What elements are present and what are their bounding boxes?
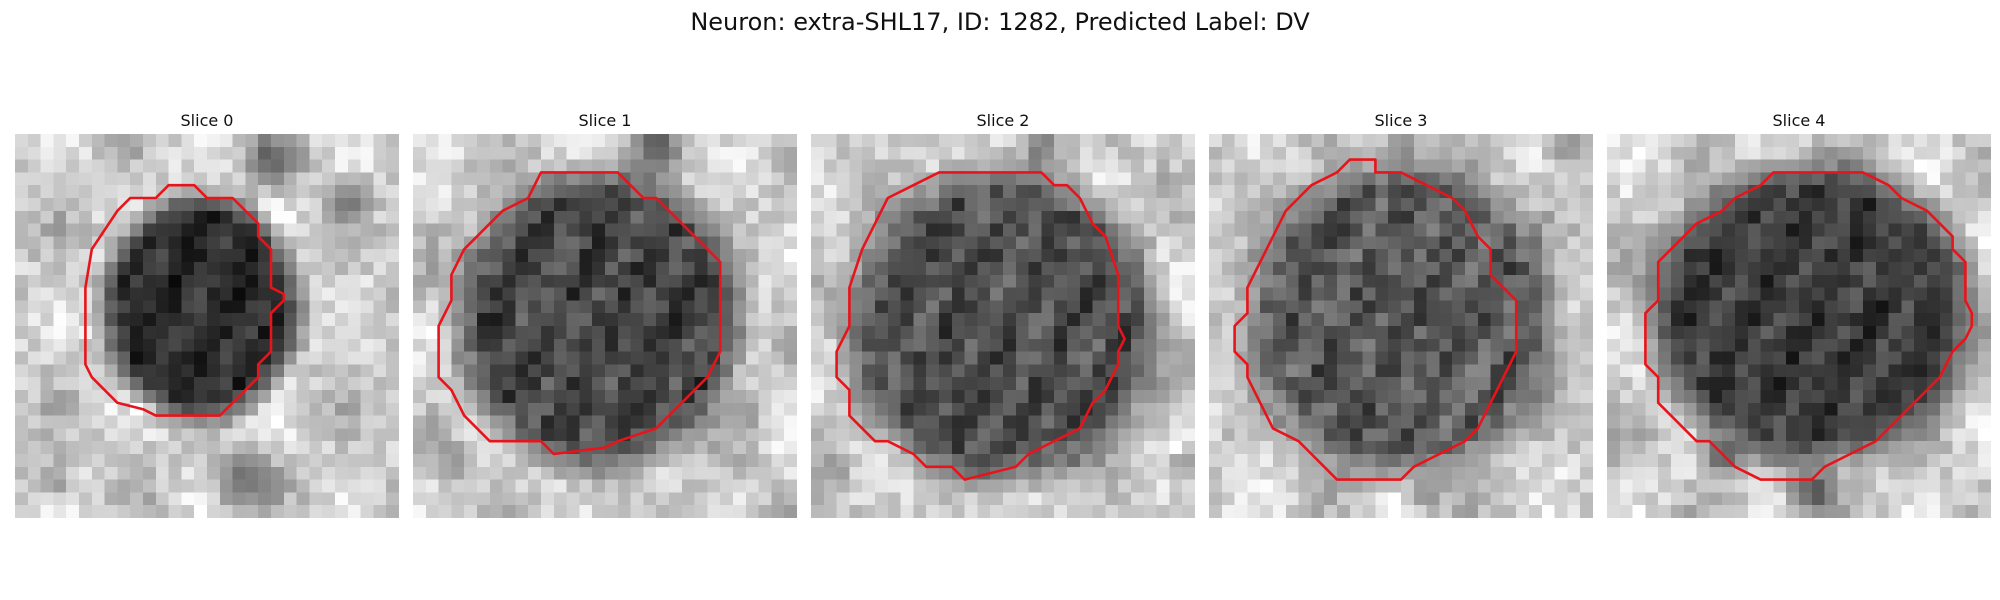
slice-title-4: Slice 4: [1772, 111, 1826, 130]
slice-title-1: Slice 1: [578, 111, 632, 130]
slice-panel-1: Slice 1: [413, 108, 797, 518]
slice-panel-4: Slice 4: [1607, 108, 1991, 518]
slice-panel-2: Slice 2: [811, 108, 1195, 518]
slice-image-4: [1607, 134, 1991, 518]
slice-image-1: [413, 134, 797, 518]
slice-image-3: [1209, 134, 1593, 518]
figure-title: Neuron: extra-SHL17, ID: 1282, Predicted…: [690, 8, 1310, 36]
slice-title-3: Slice 3: [1374, 111, 1428, 130]
slice-image-0: [15, 134, 399, 518]
slice-title-0: Slice 0: [180, 111, 234, 130]
slice-panel-3: Slice 3: [1209, 108, 1593, 518]
slice-title-2: Slice 2: [976, 111, 1030, 130]
slice-panel-0: Slice 0: [15, 108, 399, 518]
slice-image-2: [811, 134, 1195, 518]
